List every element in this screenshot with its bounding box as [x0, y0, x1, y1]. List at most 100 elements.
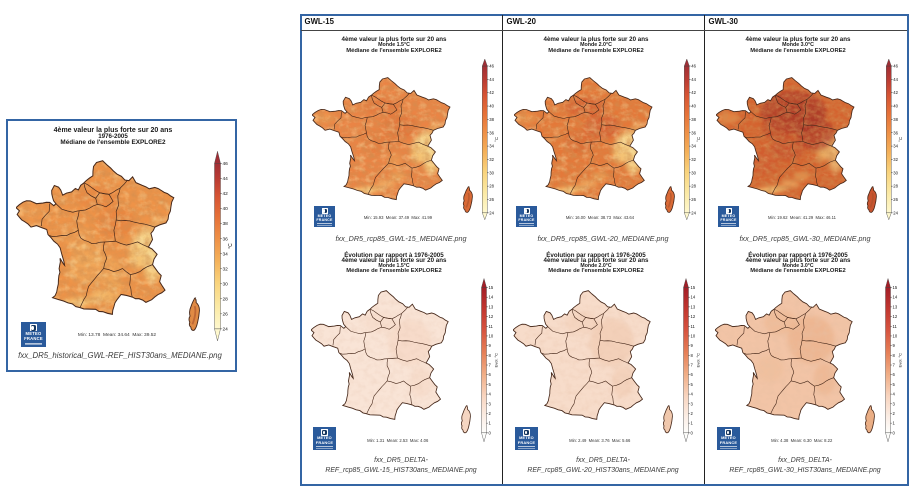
svg-text:44: 44	[893, 77, 898, 82]
svg-text:34: 34	[489, 144, 494, 149]
svg-text:14: 14	[893, 295, 898, 300]
svg-text:26: 26	[893, 197, 898, 202]
svg-text:30: 30	[893, 170, 898, 175]
svg-text:6: 6	[489, 372, 492, 377]
svg-text:1: 1	[893, 421, 896, 426]
svg-text:11: 11	[893, 324, 898, 329]
svg-text:5: 5	[691, 382, 694, 387]
svg-text:6: 6	[893, 372, 896, 377]
svg-text:0: 0	[489, 430, 492, 435]
svg-text:5: 5	[893, 382, 896, 387]
svg-text:42: 42	[691, 90, 696, 95]
svg-text:46: 46	[893, 64, 898, 69]
svg-text:15: 15	[489, 285, 494, 290]
svg-text:40: 40	[489, 104, 494, 109]
svg-text:26: 26	[489, 197, 494, 202]
svg-text:2: 2	[893, 411, 896, 416]
svg-text:15: 15	[893, 285, 898, 290]
svg-text:30: 30	[489, 170, 494, 175]
svg-text:32: 32	[223, 266, 229, 272]
svg-text:8: 8	[893, 353, 896, 358]
svg-text:44: 44	[691, 77, 696, 82]
svg-text:10: 10	[893, 333, 898, 338]
svg-text:12: 12	[893, 314, 898, 319]
svg-text:2: 2	[489, 411, 492, 416]
svg-text:36: 36	[893, 130, 898, 135]
svg-text:°C: °C	[494, 137, 499, 142]
svg-text:44: 44	[223, 176, 229, 182]
svg-text:34: 34	[223, 251, 229, 257]
svg-text:38: 38	[223, 221, 229, 227]
svg-text:5: 5	[489, 382, 492, 387]
svg-text:1: 1	[489, 421, 492, 426]
svg-text:4: 4	[691, 392, 694, 397]
svg-text:9: 9	[691, 343, 694, 348]
svg-text:12: 12	[489, 314, 494, 319]
svg-text:4: 4	[489, 392, 492, 397]
svg-text:34: 34	[893, 144, 898, 149]
svg-text:2: 2	[691, 411, 694, 416]
svg-text:30: 30	[691, 170, 696, 175]
svg-text:7: 7	[691, 363, 694, 368]
svg-text:3: 3	[893, 401, 896, 406]
svg-text:14: 14	[691, 295, 696, 300]
svg-text:0: 0	[893, 430, 896, 435]
svg-text:46: 46	[489, 64, 494, 69]
svg-text:°C: °C	[898, 137, 903, 142]
svg-text:6: 6	[691, 372, 694, 377]
svg-text:32: 32	[893, 157, 898, 162]
svg-text:24: 24	[893, 210, 898, 215]
svg-text:42: 42	[489, 90, 494, 95]
svg-text:42: 42	[893, 90, 898, 95]
svg-text:40: 40	[223, 206, 229, 212]
svg-text:11: 11	[489, 324, 494, 329]
svg-text:24: 24	[223, 327, 229, 333]
svg-text:°C: °C	[228, 243, 234, 249]
svg-text:38: 38	[893, 117, 898, 122]
svg-text:12: 12	[691, 314, 696, 319]
svg-text:9: 9	[489, 343, 492, 348]
svg-text:7: 7	[893, 363, 896, 368]
svg-text:4: 4	[893, 392, 896, 397]
svg-text:26: 26	[691, 197, 696, 202]
svg-text:13: 13	[691, 304, 696, 309]
svg-text:46: 46	[223, 161, 229, 167]
svg-text:3: 3	[489, 401, 492, 406]
svg-text:8: 8	[489, 353, 492, 358]
svg-text:13: 13	[893, 304, 898, 309]
svg-text:46: 46	[691, 64, 696, 69]
svg-text:26: 26	[223, 312, 229, 318]
svg-text:32: 32	[489, 157, 494, 162]
svg-text:Evol. °C: Evol. °C	[695, 353, 700, 368]
svg-text:36: 36	[691, 130, 696, 135]
svg-text:Evol. °C: Evol. °C	[897, 353, 902, 368]
svg-text:28: 28	[223, 296, 229, 302]
svg-text:13: 13	[489, 304, 494, 309]
svg-text:32: 32	[691, 157, 696, 162]
svg-text:38: 38	[691, 117, 696, 122]
svg-text:42: 42	[223, 191, 229, 197]
svg-text:11: 11	[691, 324, 696, 329]
svg-text:°C: °C	[696, 137, 701, 142]
svg-text:28: 28	[489, 184, 494, 189]
svg-text:10: 10	[691, 333, 696, 338]
svg-text:38: 38	[489, 117, 494, 122]
svg-text:30: 30	[223, 281, 229, 287]
svg-text:15: 15	[691, 285, 696, 290]
svg-text:7: 7	[489, 363, 492, 368]
svg-text:40: 40	[893, 104, 898, 109]
svg-text:14: 14	[489, 295, 494, 300]
svg-text:28: 28	[691, 184, 696, 189]
svg-text:36: 36	[489, 130, 494, 135]
svg-text:10: 10	[489, 333, 494, 338]
svg-text:24: 24	[691, 210, 696, 215]
svg-text:3: 3	[691, 401, 694, 406]
svg-text:36: 36	[223, 236, 229, 242]
svg-text:1: 1	[691, 421, 694, 426]
svg-text:34: 34	[691, 144, 696, 149]
svg-text:Evol. °C: Evol. °C	[493, 353, 498, 368]
svg-text:28: 28	[893, 184, 898, 189]
svg-text:0: 0	[691, 430, 694, 435]
svg-text:24: 24	[489, 210, 494, 215]
svg-text:8: 8	[691, 353, 694, 358]
